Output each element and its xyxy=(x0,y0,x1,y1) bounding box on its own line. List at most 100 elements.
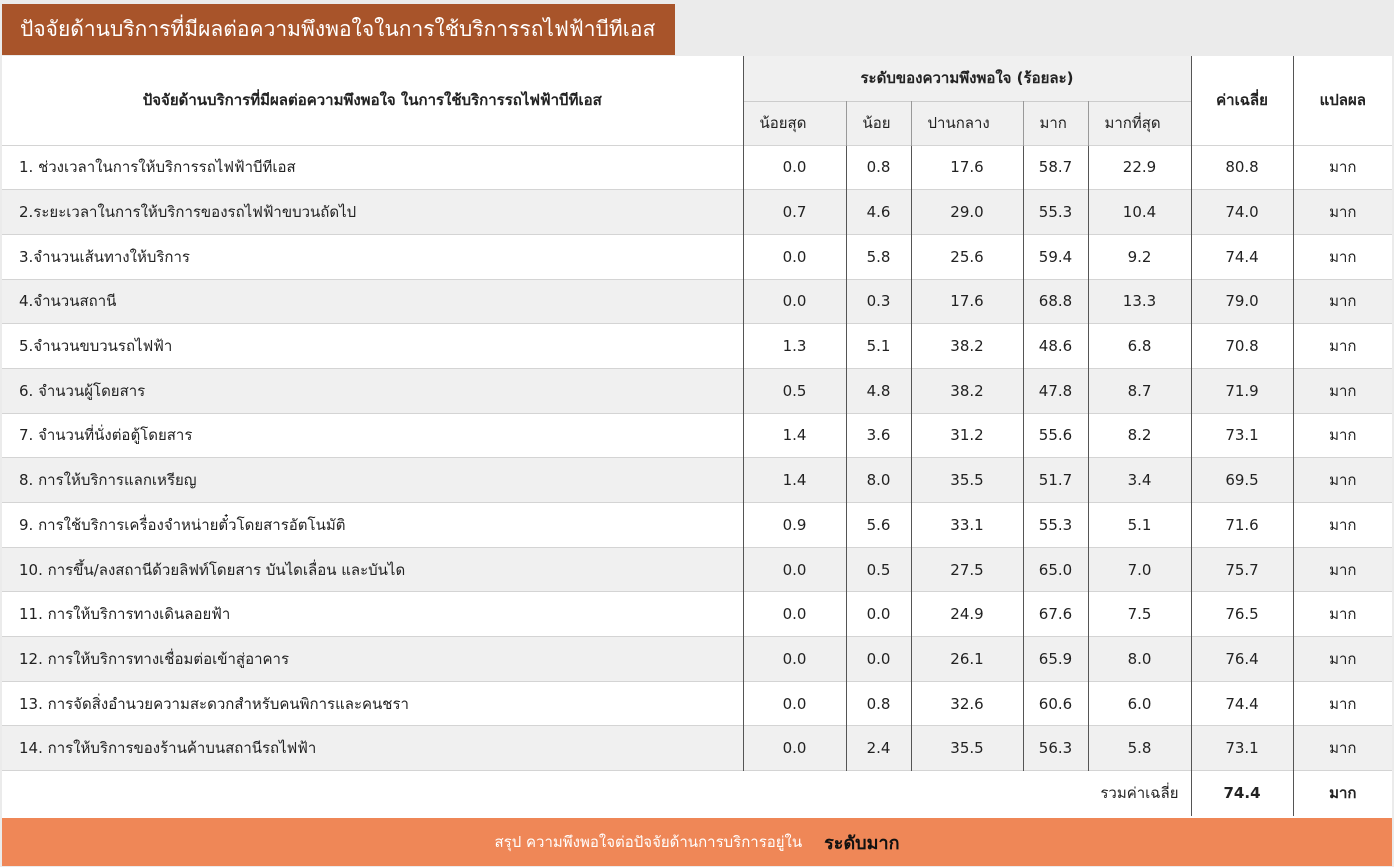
value-least: 0.5 xyxy=(743,367,847,414)
factor-column-header: ปัจจัยด้านบริการที่มีผลต่อความพึงพอใจ ใน… xyxy=(2,56,744,145)
value-moderate: 17.6 xyxy=(911,144,1024,190)
value-least: 0.0 xyxy=(743,233,847,280)
satisfaction-level-header: ระดับของความพึงพอใจ (ร้อยละ) xyxy=(743,56,1192,101)
table-row: 12. การให้บริการทางเชื่อมต่อเข้าสู่อาคาร… xyxy=(2,636,1393,682)
factor-label: 11. การให้บริการทางเดินลอยฟ้า xyxy=(2,591,744,637)
factor-label: 5.จำนวนขบวนรถไฟฟ้า xyxy=(2,323,744,369)
value-moderate: 38.2 xyxy=(911,367,1024,414)
value-high: 47.8 xyxy=(1023,367,1089,414)
interpretation-value: มาก xyxy=(1292,457,1393,503)
page-title: ปัจจัยด้านบริการที่มีผลต่อความพึงพอใจในก… xyxy=(2,4,675,55)
table-row: 13. การจัดสิ่งอำนวยความสะดวกสำหรับคนพิกา… xyxy=(2,680,1393,726)
mean-value: 76.5 xyxy=(1190,591,1294,637)
value-high: 55.3 xyxy=(1023,502,1089,548)
interpretation-value: มาก xyxy=(1292,189,1393,235)
value-least: 0.9 xyxy=(743,502,847,548)
level-header-4: มาก xyxy=(1023,100,1089,145)
interpretation-value: มาก xyxy=(1292,144,1393,190)
value-highest: 6.0 xyxy=(1088,680,1192,726)
value-low: 8.0 xyxy=(846,457,912,503)
factor-label: 10. การขึ้น/ลงสถานีด้วยลิฟท์โดยสาร บันได… xyxy=(2,546,744,592)
interpretation-value: มาก xyxy=(1292,680,1393,726)
value-moderate: 27.5 xyxy=(911,546,1024,592)
summary-mean: 74.4 xyxy=(1190,770,1294,816)
value-high: 58.7 xyxy=(1023,144,1089,190)
value-highest: 3.4 xyxy=(1088,457,1192,503)
level-header-5: มากที่สุด xyxy=(1088,100,1192,145)
level-header-2: น้อย xyxy=(846,100,912,145)
mean-value: 73.1 xyxy=(1190,725,1294,771)
value-moderate: 35.5 xyxy=(911,457,1024,503)
value-least: 0.0 xyxy=(743,725,847,771)
mean-value: 73.1 xyxy=(1190,412,1294,458)
value-highest: 22.9 xyxy=(1088,144,1192,190)
value-high: 67.6 xyxy=(1023,591,1089,637)
value-high: 55.3 xyxy=(1023,189,1089,235)
value-low: 5.6 xyxy=(846,502,912,548)
value-highest: 13.3 xyxy=(1088,278,1192,324)
table-row: 14. การให้บริการของร้านค้าบนสถานีรถไฟฟ้า… xyxy=(2,725,1393,771)
value-moderate: 31.2 xyxy=(911,412,1024,458)
interpretation-value: มาก xyxy=(1292,278,1393,324)
mean-value: 79.0 xyxy=(1190,278,1294,324)
value-high: 48.6 xyxy=(1023,323,1089,369)
interpretation-column-header: แปลผล xyxy=(1292,56,1393,145)
level-header-1: น้อยสุด xyxy=(743,100,847,145)
value-high: 65.9 xyxy=(1023,636,1089,682)
value-highest: 8.7 xyxy=(1088,367,1192,414)
conclusion-bar: สรุป ความพึงพอใจต่อปัจจัยด้านการบริการอย… xyxy=(2,818,1392,866)
value-moderate: 17.6 xyxy=(911,278,1024,324)
value-least: 1.3 xyxy=(743,323,847,369)
factor-label: 3.จำนวนเส้นทางให้บริการ xyxy=(2,233,744,280)
table-row: 2.ระยะเวลาในการให้บริการของรถไฟฟ้าขบวนถั… xyxy=(2,189,1393,235)
satisfaction-table: ปัจจัยด้านบริการที่มีผลต่อความพึงพอใจ ใน… xyxy=(2,56,1393,816)
value-highest: 8.0 xyxy=(1088,636,1192,682)
factor-label: 9. การใช้บริการเครื่องจำหน่ายตั๋วโดยสารอ… xyxy=(2,502,744,548)
mean-value: 74.4 xyxy=(1190,680,1294,726)
value-moderate: 24.9 xyxy=(911,591,1024,637)
value-least: 1.4 xyxy=(743,457,847,503)
table-row: 4.จำนวนสถานี 0.0 0.3 17.6 68.8 13.3 79.0 มาก xyxy=(2,278,1393,324)
table-row: 1. ช่วงเวลาในการให้บริการรถไฟฟ้าบีทีเอส 0… xyxy=(2,144,1393,190)
table-row: 11. การให้บริการทางเดินลอยฟ้า 0.0 0.0 24.9 6… xyxy=(2,591,1393,637)
factor-label: 7. จำนวนที่นั่งต่อตู้โดยสาร xyxy=(2,412,744,458)
mean-value: 75.7 xyxy=(1190,546,1294,592)
mean-value: 70.8 xyxy=(1190,323,1294,369)
factor-label: 4.จำนวนสถานี xyxy=(2,278,744,324)
table-row: 8. การให้บริการแลกเหรียญ 1.4 8.0 35.5 51.7 3.… xyxy=(2,457,1393,503)
interpretation-value: มาก xyxy=(1292,546,1393,592)
interpretation-value: มาก xyxy=(1292,502,1393,548)
value-moderate: 38.2 xyxy=(911,323,1024,369)
factor-label: 1. ช่วงเวลาในการให้บริการรถไฟฟ้าบีทีเอส xyxy=(2,144,744,190)
mean-value: 76.4 xyxy=(1190,636,1294,682)
factor-label: 6. จำนวนผู้โดยสาร xyxy=(2,367,744,414)
value-low: 4.6 xyxy=(846,189,912,235)
value-low: 0.8 xyxy=(846,680,912,726)
value-low: 4.8 xyxy=(846,367,912,414)
value-highest: 10.4 xyxy=(1088,189,1192,235)
mean-value: 80.8 xyxy=(1190,144,1294,190)
value-low: 0.5 xyxy=(846,546,912,592)
value-high: 68.8 xyxy=(1023,278,1089,324)
value-moderate: 29.0 xyxy=(911,189,1024,235)
value-moderate: 33.1 xyxy=(911,502,1024,548)
value-low: 0.0 xyxy=(846,636,912,682)
interpretation-value: มาก xyxy=(1292,412,1393,458)
value-high: 65.0 xyxy=(1023,546,1089,592)
value-low: 5.1 xyxy=(846,323,912,369)
factor-label: 14. การให้บริการของร้านค้าบนสถานีรถไฟฟ้า xyxy=(2,725,744,771)
interpretation-value: มาก xyxy=(1292,233,1393,280)
factor-label: 13. การจัดสิ่งอำนวยความสะดวกสำหรับคนพิกา… xyxy=(2,680,744,726)
interpretation-value: มาก xyxy=(1292,591,1393,637)
summary-row: รวมค่าเฉลี่ย 74.4 มาก xyxy=(2,770,1393,816)
value-least: 1.4 xyxy=(743,412,847,458)
value-moderate: 25.6 xyxy=(911,233,1024,280)
table-row: 7. จำนวนที่นั่งต่อตู้โดยสาร 1.4 3.6 31.2 55.… xyxy=(2,412,1393,458)
value-least: 0.0 xyxy=(743,278,847,324)
conclusion-level: ระดับมาก xyxy=(824,832,900,854)
value-moderate: 26.1 xyxy=(911,636,1024,682)
summary-interpretation: มาก xyxy=(1292,770,1393,816)
summary-label: รวมค่าเฉลี่ย xyxy=(2,770,1192,816)
interpretation-value: มาก xyxy=(1292,636,1393,682)
table-row: 5.จำนวนขบวนรถไฟฟ้า 1.3 5.1 38.2 48.6 6.8 70.8 ม… xyxy=(2,323,1393,369)
